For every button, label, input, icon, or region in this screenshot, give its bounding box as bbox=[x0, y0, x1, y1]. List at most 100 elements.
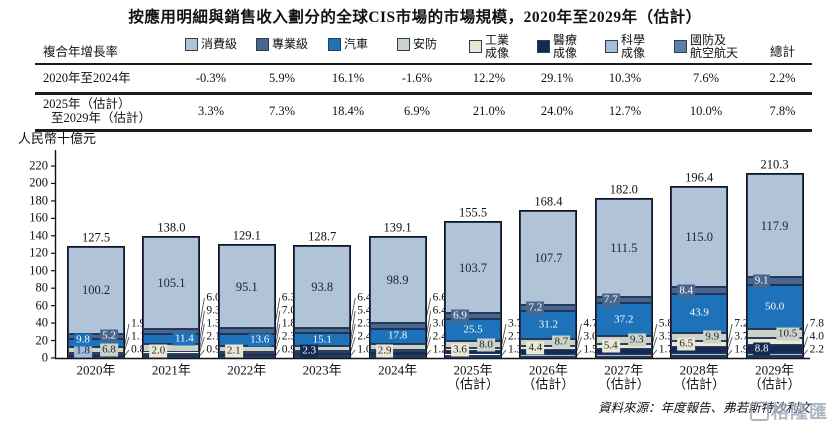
x-axis-label: 2022年 bbox=[227, 362, 267, 378]
bar-segment-2 bbox=[218, 328, 275, 334]
x-axis-label: 2028年 bbox=[679, 362, 719, 378]
legend-swatch-icon bbox=[604, 40, 618, 53]
x-axis-label: 2027年 bbox=[604, 362, 644, 378]
bar-segment-7 bbox=[671, 353, 728, 357]
bar-segment-3 bbox=[671, 294, 728, 333]
bar-segment-2 bbox=[520, 305, 577, 312]
cagr-value: 29.1% bbox=[540, 70, 574, 85]
bar-segment-3 bbox=[68, 338, 124, 348]
legend-item-5: 工業 成像 bbox=[468, 32, 509, 60]
bar-segment-2 bbox=[369, 322, 426, 329]
bar-segment-4 bbox=[595, 335, 652, 344]
bar-side-value-label: 6.3 bbox=[281, 291, 297, 304]
bar-value-label: 98.9 bbox=[386, 272, 409, 287]
bar-value-label: 9.3 bbox=[627, 333, 646, 347]
cagr-value: 10.0% bbox=[689, 104, 723, 119]
bar-side-value-label: 1.3 bbox=[206, 317, 221, 330]
bar-segment-3 bbox=[520, 311, 577, 339]
bar-segment-5 bbox=[294, 351, 351, 354]
y-tick-label: 60 bbox=[35, 298, 49, 313]
bar-value-label: 7.7 bbox=[601, 293, 620, 307]
bar-side-value-label: 1.1 bbox=[131, 330, 146, 343]
bar-side-value-label: 5.8 bbox=[658, 317, 674, 330]
bar-value-label: 8.8 bbox=[752, 342, 771, 356]
x-axis-label: 2021年 bbox=[151, 362, 191, 378]
legend-swatch-icon bbox=[536, 40, 550, 53]
bar-segment-1 bbox=[218, 245, 275, 329]
bar-segment-5 bbox=[445, 348, 501, 352]
bar-segment-2 bbox=[294, 327, 351, 334]
y-tick-label: 40 bbox=[35, 315, 49, 330]
bar-side-value-label: 4.7 bbox=[583, 317, 598, 330]
legend-cell: 科學 成像 bbox=[591, 34, 659, 59]
legend-label: 工業 成像 bbox=[484, 32, 509, 60]
watermark: 格隆匯 bbox=[750, 398, 828, 424]
legend-cell: 消費級 bbox=[175, 38, 247, 55]
bar-side-value-label: 6.6 bbox=[432, 291, 447, 304]
cagr-value: 12.2% bbox=[472, 70, 506, 85]
bar-side-value-label: 6.4 bbox=[357, 291, 372, 304]
cagr-row-label: 2025年（估計） 至2029年（估計） bbox=[43, 97, 152, 125]
cagr-value: 16.1% bbox=[331, 70, 365, 85]
x-axis-sublabel: （估計） bbox=[673, 376, 726, 392]
bar-value-label: 107.7 bbox=[534, 250, 563, 265]
bar-segment-6 bbox=[68, 354, 124, 357]
bar-segment-7 bbox=[294, 355, 351, 358]
cagr-value: 21.0% bbox=[472, 104, 506, 119]
bar-side-value-label: 6.4 bbox=[432, 304, 447, 317]
bar-outline bbox=[594, 198, 653, 359]
bar-total-label: 127.5 bbox=[81, 230, 111, 245]
bar-value-label: 50.0 bbox=[764, 300, 785, 313]
bar-total-label: 182.0 bbox=[609, 182, 638, 197]
cagr-value: 6.9% bbox=[403, 104, 431, 119]
cagr-row-2020-2024: 2020年至2024年 -0.3% 5.9% 16.1% -1.6% 12.2% 29.1%… bbox=[35, 65, 812, 95]
bar-segment-5 bbox=[68, 353, 124, 356]
bar-segment-7 bbox=[520, 354, 577, 357]
cagr-value: 7.3% bbox=[268, 104, 296, 119]
cagr-value: -0.3% bbox=[195, 70, 227, 85]
bar-value-label: 2.0 bbox=[149, 344, 168, 358]
bar-total-label: 128.7 bbox=[308, 229, 337, 244]
cagr-value: 12.7% bbox=[608, 104, 642, 119]
bar-side-value-label: 3.0 bbox=[583, 330, 598, 343]
bar-value-label: 7.2 bbox=[526, 301, 545, 315]
y-tick-label: 140 bbox=[29, 228, 48, 243]
bar-segment-6 bbox=[143, 354, 200, 357]
bar-value-label: 105.1 bbox=[157, 276, 186, 291]
cagr-table: 複合年增長率 消費級 專業級 汽車 安防 工業 成像 醫療 成像 科學 成像 國防及 航空航天 總計 20… bbox=[35, 30, 812, 132]
bar-value-label: 11.4 bbox=[172, 332, 196, 346]
bar-value-label: 9.9 bbox=[703, 330, 722, 344]
legend-cell: 專業級 bbox=[247, 38, 317, 55]
legend-item-7: 科學 成像 bbox=[604, 34, 645, 59]
legend-label: 消費級 bbox=[200, 37, 237, 52]
bar-segment-4 bbox=[671, 332, 728, 342]
bar-value-label: 37.2 bbox=[614, 313, 634, 325]
bar-segment-6 bbox=[746, 344, 803, 353]
bar-value-label: 2.9 bbox=[375, 344, 394, 358]
y-tick-label: 200 bbox=[29, 175, 48, 190]
bar-value-label: 3.6 bbox=[451, 343, 469, 357]
bar-segment-5 bbox=[143, 352, 200, 355]
bar-segment-1 bbox=[294, 245, 351, 328]
page-title: 按應用明細與銷售收入劃分的全球CIS市場的市場規模，2020年至2029年（估計… bbox=[128, 9, 702, 26]
legend-item-4: 安防 bbox=[396, 38, 437, 52]
x-axis-sublabel: （估計） bbox=[446, 376, 500, 392]
bar-segment-3 bbox=[746, 285, 803, 329]
legend-cell: 安防 bbox=[379, 38, 455, 55]
bar-outline bbox=[368, 235, 427, 359]
y-tick-label: 100 bbox=[29, 263, 48, 278]
legend-cell: 醫療 成像 bbox=[523, 34, 591, 59]
bar-segment-1 bbox=[671, 186, 728, 287]
bar-segment-1 bbox=[520, 211, 577, 306]
bar-value-label: 31.2 bbox=[538, 318, 559, 331]
bar-side-value-label: 3.7 bbox=[734, 330, 749, 343]
cagr-value: 18.4% bbox=[331, 104, 365, 119]
bar-segment-2 bbox=[143, 329, 200, 335]
bar-side-value-label: 2.2 bbox=[809, 343, 824, 356]
cagr-value: 2.2% bbox=[769, 70, 796, 85]
x-axis-label: 2026年 bbox=[528, 362, 568, 378]
stacked-bar-chart: 0 20 40 60 80 100 120 140 160 180 200 220 127.5 100.2… bbox=[0, 130, 830, 423]
x-axis-label: 2029年 bbox=[755, 362, 795, 378]
bar-segment-1 bbox=[595, 199, 652, 297]
bar-segment-6 bbox=[595, 348, 652, 354]
